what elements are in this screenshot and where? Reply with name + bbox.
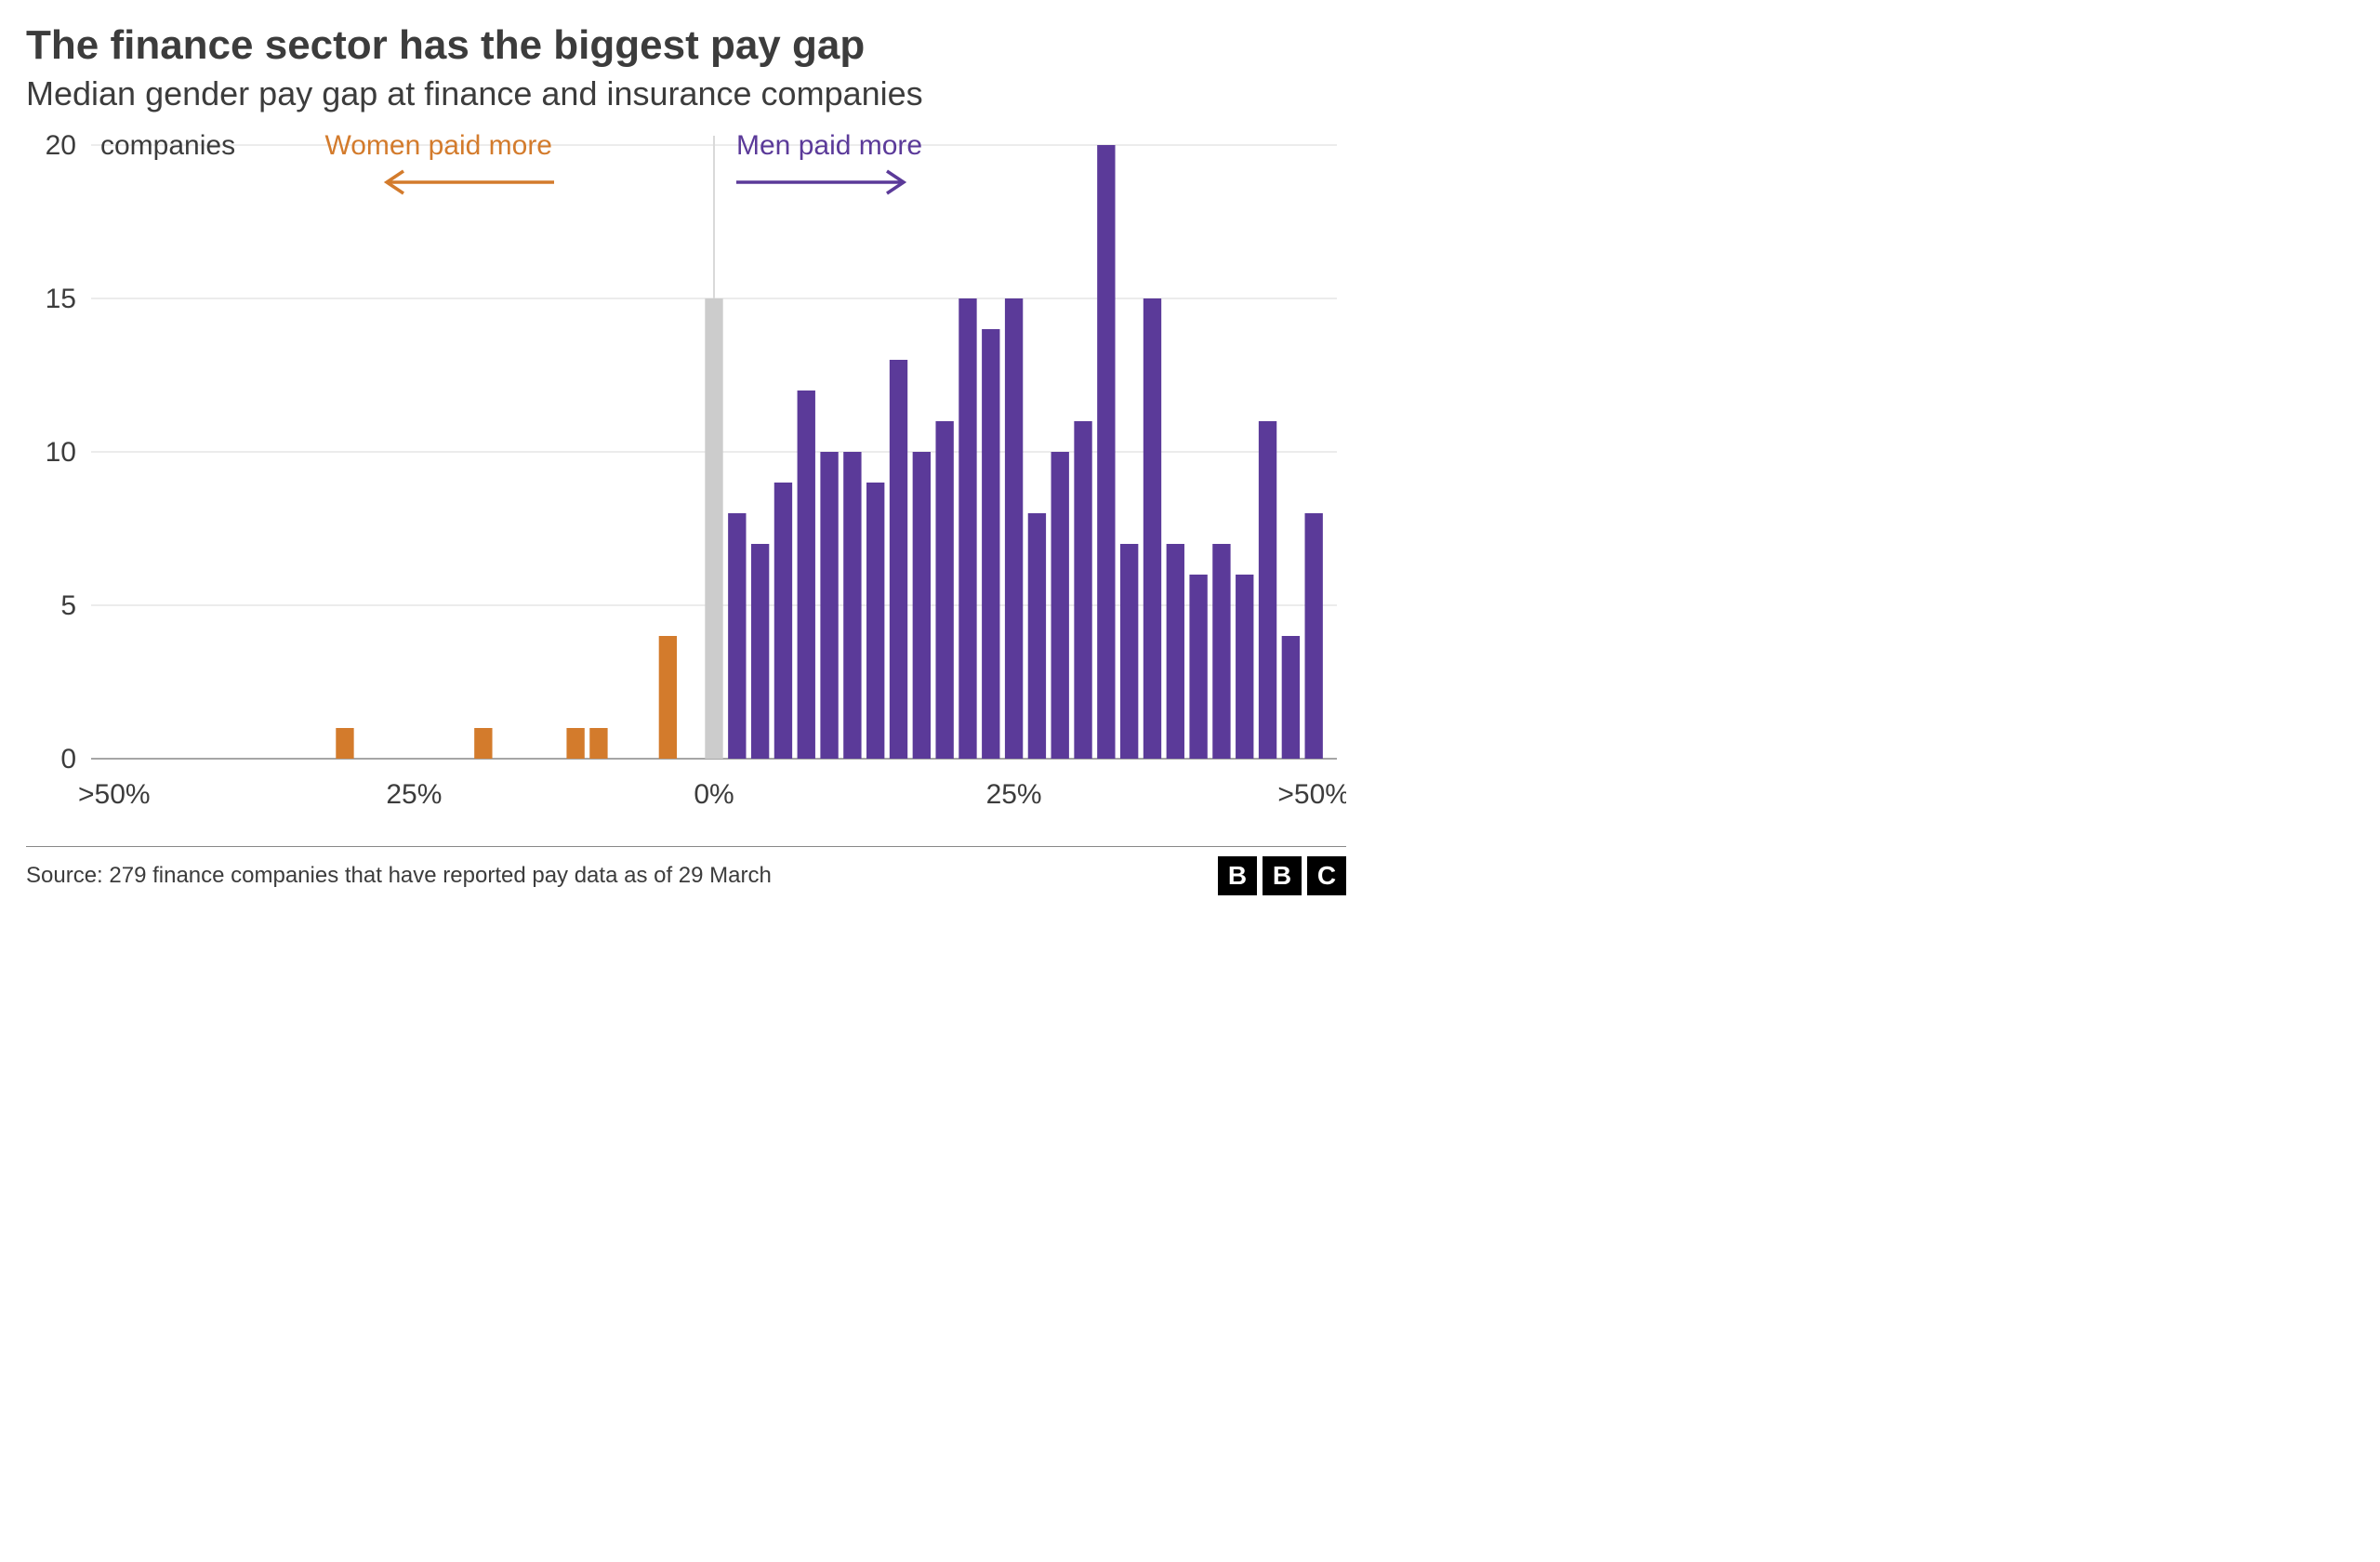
histogram-bar-women	[336, 728, 353, 759]
x-tick-label: 25%	[386, 779, 442, 810]
histogram-bar-men	[751, 544, 769, 759]
histogram-bar-men	[1236, 575, 1253, 759]
bbc-logo-letter: B	[1263, 856, 1302, 895]
chart-subtitle: Median gender pay gap at finance and ins…	[26, 74, 1346, 113]
chart-container: companies 0 5 10 15 20 >50% 25% 0% 25% >50% Women …	[26, 126, 1346, 833]
histogram-bar-men	[890, 360, 907, 759]
y-tick-label: 10	[46, 437, 76, 468]
y-tick-label: 0	[60, 744, 76, 774]
histogram-bar-men	[774, 483, 792, 759]
histogram-bar-men	[1259, 421, 1276, 759]
annotation-women-label: Women paid more	[324, 130, 552, 161]
histogram-bar-men	[1212, 544, 1230, 759]
x-tick-label: >50%	[78, 779, 151, 810]
histogram-bar-men	[1189, 575, 1207, 759]
histogram-bar-men	[1028, 513, 1046, 759]
histogram-bar-men	[982, 329, 999, 759]
histogram-bar-men	[1074, 421, 1091, 759]
histogram-bar-men	[820, 452, 838, 759]
y-axis-unit-label: companies	[100, 130, 235, 162]
histogram-bar-women	[566, 728, 584, 759]
histogram-bar-women	[659, 636, 677, 759]
bbc-logo-letter: B	[1218, 856, 1257, 895]
histogram-chart: 0 5 10 15 20 >50% 25% 0% 25% >50% Women paid more M…	[26, 126, 1346, 833]
x-tick-label: >50%	[1277, 779, 1346, 810]
histogram-bar-men	[935, 421, 953, 759]
y-tick-label: 15	[46, 284, 76, 314]
histogram-bar-men	[728, 513, 746, 759]
histogram-bar-men	[1051, 452, 1069, 759]
annotation-men-label: Men paid more	[736, 130, 922, 161]
histogram-bar-women	[589, 728, 607, 759]
x-tick-label: 25%	[986, 779, 1042, 810]
histogram-bar-men	[843, 452, 861, 759]
chart-title: The finance sector has the biggest pay g…	[26, 22, 1346, 69]
histogram-bar-men	[1005, 298, 1023, 759]
histogram-bar-men	[1120, 544, 1138, 759]
bbc-logo: BBC	[1218, 856, 1346, 895]
histogram-bar-men	[1305, 513, 1323, 759]
histogram-bar-women	[474, 728, 492, 759]
y-tick-label: 5	[60, 590, 76, 621]
histogram-bar-men	[959, 298, 976, 759]
histogram-bar-neutral	[705, 298, 722, 759]
x-tick-label: 0%	[694, 779, 734, 810]
histogram-bar-men	[1282, 636, 1300, 759]
histogram-bar-men	[866, 483, 884, 759]
histogram-bar-men	[913, 452, 931, 759]
histogram-bar-men	[1097, 145, 1115, 759]
histogram-bar-men	[1144, 298, 1161, 759]
bbc-logo-letter: C	[1307, 856, 1346, 895]
histogram-bar-men	[1167, 544, 1184, 759]
y-tick-label: 20	[46, 130, 76, 161]
histogram-bar-men	[798, 390, 815, 759]
source-text: Source: 279 finance companies that have …	[26, 863, 772, 889]
